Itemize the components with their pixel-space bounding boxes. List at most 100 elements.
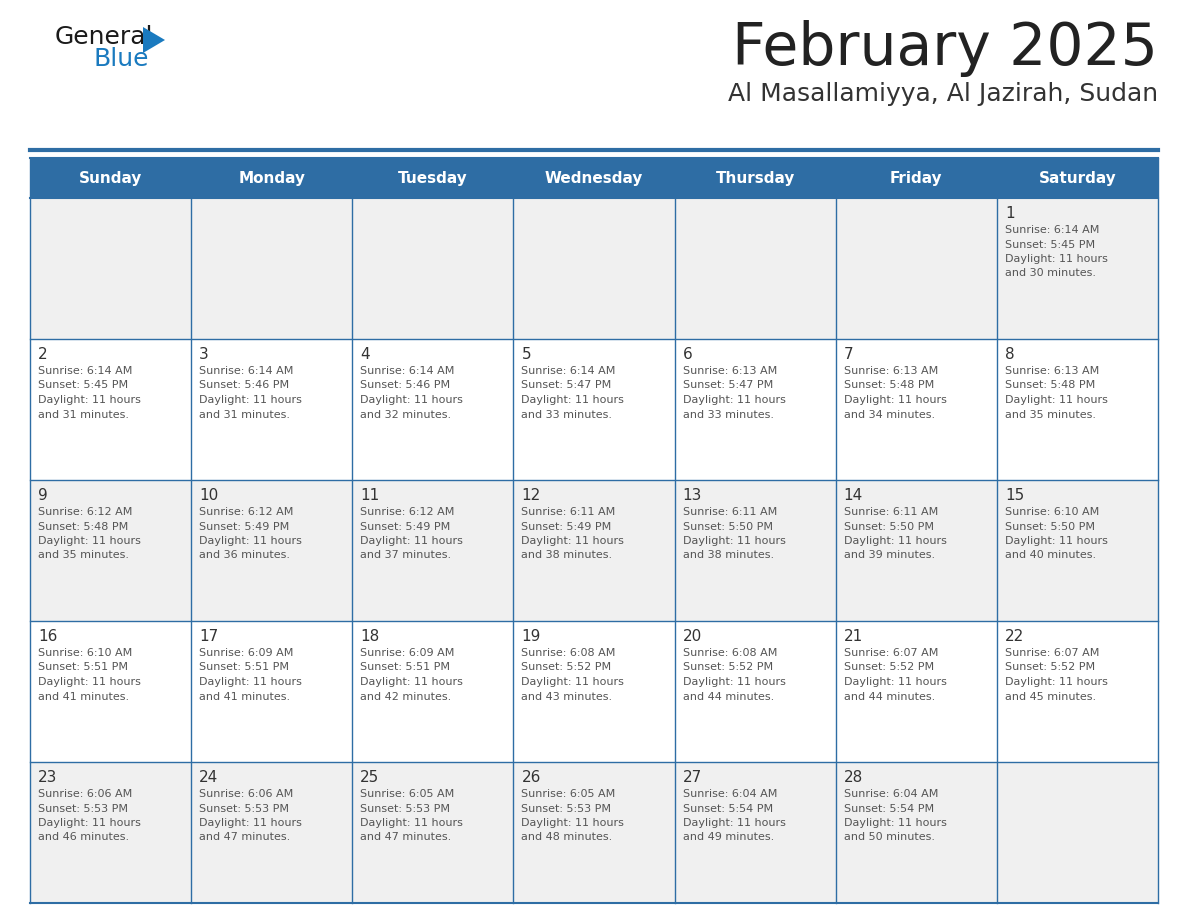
Text: Friday: Friday — [890, 171, 942, 185]
Bar — [675, 198, 835, 339]
Text: Daylight: 11 hours: Daylight: 11 hours — [683, 536, 785, 546]
Text: Sunrise: 6:11 AM: Sunrise: 6:11 AM — [843, 507, 939, 517]
Bar — [30, 158, 1158, 198]
Bar — [835, 480, 997, 621]
Bar — [353, 339, 513, 480]
Bar — [835, 339, 997, 480]
Text: and 34 minutes.: and 34 minutes. — [843, 409, 935, 420]
Text: 2: 2 — [38, 347, 48, 362]
Bar — [835, 198, 997, 339]
Bar — [513, 621, 675, 762]
Text: Sunrise: 6:04 AM: Sunrise: 6:04 AM — [843, 789, 939, 799]
Text: 27: 27 — [683, 770, 702, 785]
Text: Sunset: 5:48 PM: Sunset: 5:48 PM — [1005, 380, 1095, 390]
Text: 14: 14 — [843, 488, 862, 503]
Text: Monday: Monday — [239, 171, 305, 185]
Text: Sunset: 5:48 PM: Sunset: 5:48 PM — [38, 521, 128, 532]
Text: Sunrise: 6:13 AM: Sunrise: 6:13 AM — [843, 366, 939, 376]
Text: 18: 18 — [360, 629, 379, 644]
Text: Daylight: 11 hours: Daylight: 11 hours — [360, 818, 463, 828]
Text: and 38 minutes.: and 38 minutes. — [683, 551, 773, 561]
Bar — [513, 480, 675, 621]
Bar — [675, 621, 835, 762]
Text: Daylight: 11 hours: Daylight: 11 hours — [360, 536, 463, 546]
Text: 9: 9 — [38, 488, 48, 503]
Bar — [30, 762, 191, 903]
Text: Sunrise: 6:14 AM: Sunrise: 6:14 AM — [522, 366, 615, 376]
Text: Daylight: 11 hours: Daylight: 11 hours — [683, 818, 785, 828]
Text: Sunset: 5:46 PM: Sunset: 5:46 PM — [360, 380, 450, 390]
Text: Sunrise: 6:06 AM: Sunrise: 6:06 AM — [200, 789, 293, 799]
Text: Sunset: 5:47 PM: Sunset: 5:47 PM — [683, 380, 773, 390]
Text: and 32 minutes.: and 32 minutes. — [360, 409, 451, 420]
Text: Sunrise: 6:09 AM: Sunrise: 6:09 AM — [360, 648, 455, 658]
Text: Sunrise: 6:13 AM: Sunrise: 6:13 AM — [683, 366, 777, 376]
Text: Sunset: 5:52 PM: Sunset: 5:52 PM — [522, 663, 612, 673]
Text: Sunrise: 6:09 AM: Sunrise: 6:09 AM — [200, 648, 293, 658]
Text: Sunrise: 6:14 AM: Sunrise: 6:14 AM — [360, 366, 455, 376]
Text: 17: 17 — [200, 629, 219, 644]
Text: 26: 26 — [522, 770, 541, 785]
Text: Daylight: 11 hours: Daylight: 11 hours — [522, 677, 625, 687]
Text: and 31 minutes.: and 31 minutes. — [200, 409, 290, 420]
Bar — [997, 762, 1158, 903]
Text: Sunset: 5:46 PM: Sunset: 5:46 PM — [200, 380, 289, 390]
Text: and 46 minutes.: and 46 minutes. — [38, 833, 129, 843]
Text: Sunset: 5:45 PM: Sunset: 5:45 PM — [1005, 240, 1095, 250]
Bar — [30, 480, 191, 621]
Text: Sunset: 5:49 PM: Sunset: 5:49 PM — [200, 521, 290, 532]
Text: Daylight: 11 hours: Daylight: 11 hours — [1005, 254, 1107, 264]
Text: 13: 13 — [683, 488, 702, 503]
Text: Sunset: 5:50 PM: Sunset: 5:50 PM — [843, 521, 934, 532]
Text: Daylight: 11 hours: Daylight: 11 hours — [1005, 536, 1107, 546]
Text: Daylight: 11 hours: Daylight: 11 hours — [683, 677, 785, 687]
Text: 8: 8 — [1005, 347, 1015, 362]
Text: 12: 12 — [522, 488, 541, 503]
Text: Sunrise: 6:11 AM: Sunrise: 6:11 AM — [522, 507, 615, 517]
Bar — [30, 198, 191, 339]
Bar — [353, 762, 513, 903]
Bar — [191, 198, 353, 339]
Bar — [513, 198, 675, 339]
Text: Sunset: 5:49 PM: Sunset: 5:49 PM — [522, 521, 612, 532]
Text: and 50 minutes.: and 50 minutes. — [843, 833, 935, 843]
Text: Daylight: 11 hours: Daylight: 11 hours — [843, 818, 947, 828]
Text: 24: 24 — [200, 770, 219, 785]
Text: February 2025: February 2025 — [732, 20, 1158, 77]
Text: Sunset: 5:52 PM: Sunset: 5:52 PM — [1005, 663, 1095, 673]
Text: 3: 3 — [200, 347, 209, 362]
Bar — [30, 621, 191, 762]
Bar — [513, 339, 675, 480]
Text: Sunset: 5:51 PM: Sunset: 5:51 PM — [200, 663, 289, 673]
Text: Daylight: 11 hours: Daylight: 11 hours — [38, 536, 141, 546]
Polygon shape — [143, 27, 165, 53]
Bar — [513, 762, 675, 903]
Text: 1: 1 — [1005, 206, 1015, 221]
Text: Sunrise: 6:10 AM: Sunrise: 6:10 AM — [38, 648, 132, 658]
Text: Sunset: 5:50 PM: Sunset: 5:50 PM — [683, 521, 772, 532]
Text: 11: 11 — [360, 488, 379, 503]
Bar — [191, 762, 353, 903]
Text: and 33 minutes.: and 33 minutes. — [522, 409, 613, 420]
Text: Sunrise: 6:14 AM: Sunrise: 6:14 AM — [1005, 225, 1099, 235]
Text: Blue: Blue — [93, 47, 148, 71]
Text: Daylight: 11 hours: Daylight: 11 hours — [38, 818, 141, 828]
Text: Sunset: 5:50 PM: Sunset: 5:50 PM — [1005, 521, 1095, 532]
Bar — [997, 480, 1158, 621]
Text: Thursday: Thursday — [715, 171, 795, 185]
Text: 7: 7 — [843, 347, 853, 362]
Text: Sunset: 5:47 PM: Sunset: 5:47 PM — [522, 380, 612, 390]
Text: Daylight: 11 hours: Daylight: 11 hours — [200, 677, 302, 687]
Bar — [997, 339, 1158, 480]
Bar — [835, 762, 997, 903]
Text: 5: 5 — [522, 347, 531, 362]
Text: Sunrise: 6:12 AM: Sunrise: 6:12 AM — [38, 507, 132, 517]
Text: and 37 minutes.: and 37 minutes. — [360, 551, 451, 561]
Text: 25: 25 — [360, 770, 379, 785]
Text: 22: 22 — [1005, 629, 1024, 644]
Bar — [675, 762, 835, 903]
Text: Sunrise: 6:12 AM: Sunrise: 6:12 AM — [200, 507, 293, 517]
Text: Sunrise: 6:08 AM: Sunrise: 6:08 AM — [683, 648, 777, 658]
Text: Sunrise: 6:14 AM: Sunrise: 6:14 AM — [38, 366, 132, 376]
Text: Daylight: 11 hours: Daylight: 11 hours — [843, 677, 947, 687]
